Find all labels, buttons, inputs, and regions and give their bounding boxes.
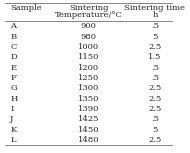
Text: E: E — [10, 64, 16, 72]
Text: D: D — [10, 53, 17, 61]
Text: G: G — [10, 84, 17, 92]
Text: K: K — [10, 126, 17, 134]
Text: 2.5: 2.5 — [148, 136, 162, 144]
Text: 1300: 1300 — [78, 84, 99, 92]
Text: .5: .5 — [151, 64, 159, 72]
Text: Temperature/°C: Temperature/°C — [55, 11, 123, 19]
Text: 1480: 1480 — [78, 136, 99, 144]
Text: C: C — [10, 43, 17, 51]
Text: 1350: 1350 — [78, 95, 99, 103]
Text: Sintering: Sintering — [69, 4, 108, 12]
Text: 5: 5 — [152, 33, 158, 41]
Text: 1150: 1150 — [78, 53, 99, 61]
Text: J: J — [10, 116, 13, 123]
Text: 2.5: 2.5 — [148, 43, 162, 51]
Text: .5: .5 — [151, 22, 159, 30]
Text: 2.5: 2.5 — [148, 84, 162, 92]
Text: 2.5: 2.5 — [148, 105, 162, 113]
Text: 1250: 1250 — [78, 74, 99, 82]
Text: 1200: 1200 — [78, 64, 99, 72]
Text: Sample: Sample — [10, 4, 42, 12]
Text: 1.5: 1.5 — [148, 53, 162, 61]
Text: 900: 900 — [81, 22, 97, 30]
Text: 5: 5 — [152, 126, 158, 134]
Text: F: F — [10, 74, 16, 82]
Text: L: L — [10, 136, 16, 144]
Text: .5: .5 — [151, 116, 159, 123]
Text: Sintering time: Sintering time — [124, 4, 185, 12]
Text: 1425: 1425 — [78, 116, 99, 123]
Text: A: A — [10, 22, 16, 30]
Text: 980: 980 — [81, 33, 97, 41]
Text: B: B — [10, 33, 16, 41]
Text: h: h — [152, 11, 158, 19]
Text: H: H — [10, 95, 17, 103]
Text: .5: .5 — [151, 74, 159, 82]
Text: 1390: 1390 — [78, 105, 99, 113]
Text: 1000: 1000 — [78, 43, 99, 51]
Text: 2.5: 2.5 — [148, 95, 162, 103]
Text: I: I — [10, 105, 13, 113]
Text: 1450: 1450 — [78, 126, 99, 134]
